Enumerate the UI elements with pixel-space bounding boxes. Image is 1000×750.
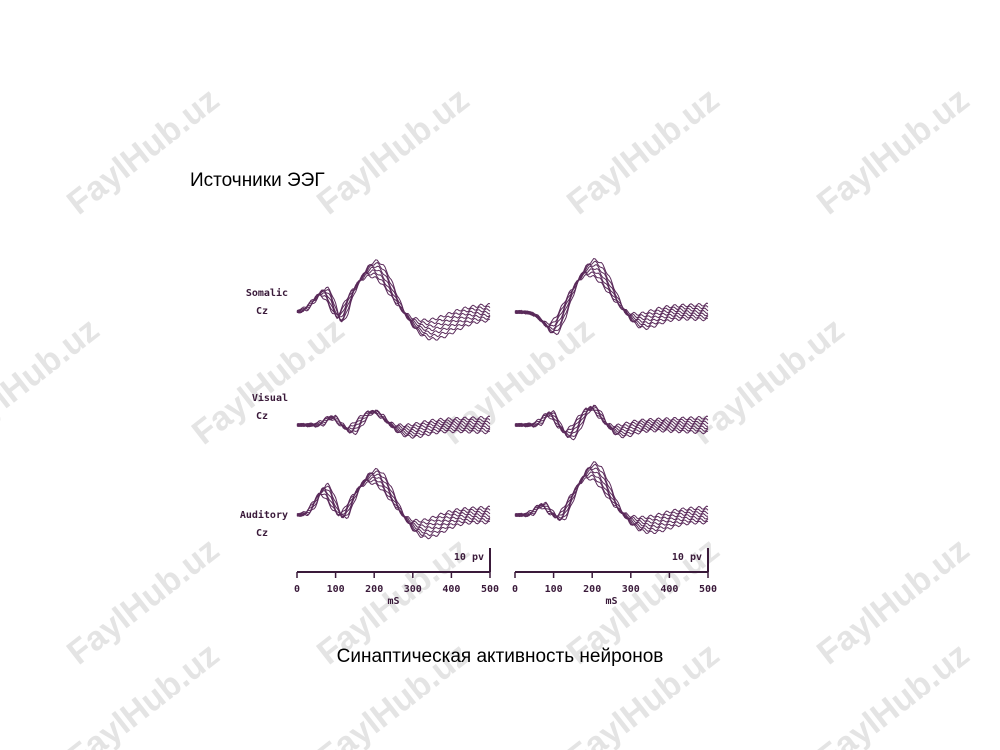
eeg-trace (296, 467, 491, 540)
x-tick-label: 100 (327, 584, 345, 595)
electrode-label: Cz (256, 528, 268, 539)
scale-label: 10 pv (672, 552, 702, 563)
eeg-trace (296, 266, 491, 332)
x-tick-label: 0 (294, 584, 300, 595)
x-tick-label: 200 (583, 584, 601, 595)
eeg-trace (514, 461, 709, 535)
x-axis-label: mS (387, 596, 399, 607)
eeg-trace (514, 467, 709, 530)
watermark: FaylHub.uz (0, 311, 106, 453)
row-label: Somalic (246, 287, 288, 299)
eeg-trace (514, 474, 709, 522)
eeg-trace (514, 268, 709, 328)
x-axis-label: mS (605, 596, 617, 607)
eeg-trace (514, 471, 709, 525)
x-tick-label: 300 (622, 584, 640, 595)
slide-title: Источники ЭЭГ (190, 170, 325, 191)
x-tick-label: 200 (365, 584, 383, 595)
eeg-trace (296, 261, 491, 338)
eeg-trace (296, 264, 491, 335)
watermark: FaylHub.uz (810, 81, 976, 223)
eeg-trace (296, 269, 491, 329)
eeg-trace (296, 470, 491, 537)
x-tick-label: 500 (699, 584, 717, 595)
eeg-trace (296, 474, 491, 531)
eeg-trace (514, 468, 708, 527)
eeg-trace (514, 258, 709, 336)
electrode-label: Cz (256, 411, 268, 422)
eeg-trace (296, 472, 491, 534)
x-tick-label: 100 (545, 584, 563, 595)
scale-label: 10 pv (454, 552, 484, 563)
watermark: FaylHub.uz (185, 311, 351, 453)
caption: Синаптическая активность нейронов (337, 646, 664, 667)
eeg-trace (514, 404, 709, 441)
row-label: Visual (252, 392, 288, 404)
eeg-trace (296, 409, 491, 439)
x-tick-label: 0 (512, 584, 518, 595)
eeg-trace (296, 259, 491, 341)
x-tick-label: 400 (660, 584, 678, 595)
row-label: Auditory (240, 509, 288, 521)
x-tick-label: 400 (442, 584, 460, 595)
eeg-trace (296, 272, 491, 326)
watermark: FaylHub.uz (685, 311, 851, 453)
x-tick-label: 300 (404, 584, 422, 595)
electrode-label: Cz (256, 306, 268, 317)
watermark: FaylHub.uz (60, 81, 226, 223)
x-tick-label: 500 (481, 584, 499, 595)
watermark: FaylHub.uz (560, 81, 726, 223)
watermark: FaylHub.uz (310, 81, 476, 223)
eeg-trace (296, 476, 491, 528)
